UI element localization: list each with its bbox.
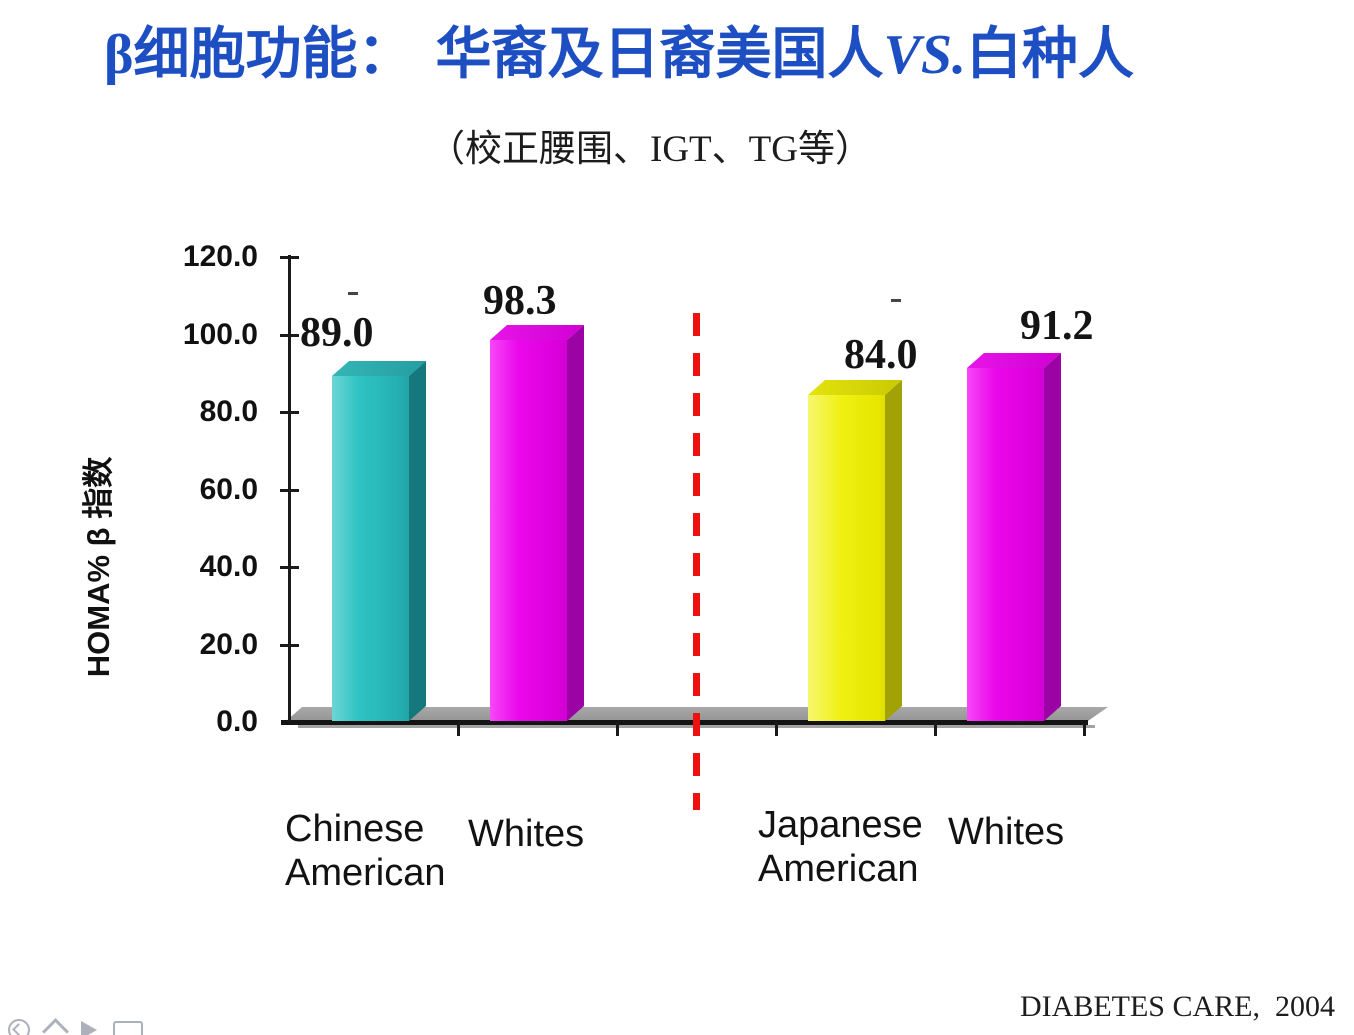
title-suffix: 白种人 xyxy=(966,24,1135,86)
y-tick-label: 40.0 xyxy=(199,550,258,583)
bar-side-face xyxy=(885,380,902,721)
x-label-whites-1: Whites xyxy=(468,813,585,855)
y-tick-mark xyxy=(280,644,299,647)
value-label-whites-1: 98.3 xyxy=(483,278,557,324)
bar-chinese-american xyxy=(332,361,426,721)
y-tick-label: 80.0 xyxy=(199,395,258,428)
bar-japanese-american xyxy=(808,380,902,721)
bar-top-face xyxy=(808,380,902,395)
title-main: 华裔及日裔美国人 xyxy=(435,24,884,86)
x-tick-mark xyxy=(775,722,778,736)
x-label-japanese-american: American xyxy=(758,848,919,890)
x-tick-mark xyxy=(457,722,460,736)
y-tick-mark xyxy=(280,334,299,337)
y-tick-mark xyxy=(280,256,299,259)
x-label-whites-2: Whites xyxy=(948,811,1065,853)
x-tick-mark xyxy=(616,722,619,736)
bar-side-face xyxy=(567,325,584,721)
bar-top-face xyxy=(490,325,584,340)
bar-front-face xyxy=(490,340,567,721)
y-axis-title: HOMA% β 指数 xyxy=(81,456,116,678)
bar-whites-1 xyxy=(490,325,584,721)
arrow-forward-icon[interactable] xyxy=(81,1021,97,1035)
significance-dash-mark xyxy=(891,299,901,302)
x-tick-mark xyxy=(1083,722,1086,736)
y-tick-label: 20.0 xyxy=(199,628,258,661)
slide-title: β细胞功能： 华裔及日裔美国人VS.白种人 xyxy=(104,22,1304,88)
y-tick-mark xyxy=(280,566,299,569)
slide-subtitle: （校正腰围、IGT、TG等） xyxy=(428,129,872,170)
y-tick-label: 100.0 xyxy=(182,318,258,351)
bar-front-face xyxy=(332,376,409,721)
x-label-japanese: Japanese xyxy=(758,804,923,846)
chevron-up-icon[interactable] xyxy=(42,1018,69,1035)
title-vs: VS. xyxy=(883,24,967,86)
x-label-chinese: Chinese xyxy=(285,808,425,850)
y-tick-label: 0.0 xyxy=(216,705,258,738)
y-tick-mark xyxy=(280,489,299,492)
group-separator-dashed-line xyxy=(693,313,700,810)
y-tick-label: 60.0 xyxy=(199,473,258,506)
pen-icon[interactable] xyxy=(8,1019,30,1035)
bar-top-face xyxy=(967,353,1061,368)
bar-side-face xyxy=(409,361,426,721)
y-tick-label: 120.0 xyxy=(182,240,258,273)
significance-dash-mark xyxy=(348,292,358,295)
bar-whites-2 xyxy=(967,353,1061,721)
value-label-whites-2: 91.2 xyxy=(1020,303,1094,349)
x-axis-line xyxy=(281,720,1088,725)
bar-top-face xyxy=(332,361,426,376)
slide-rect-icon[interactable] xyxy=(113,1021,143,1035)
value-label-japanese-american: 84.0 xyxy=(844,332,918,378)
x-tick-mark xyxy=(934,722,937,736)
value-label-chinese-american: 89.0 xyxy=(300,310,374,356)
bar-front-face xyxy=(967,368,1044,721)
bar-side-face xyxy=(1044,353,1061,721)
citation: DIABETES CARE, 2004 xyxy=(1020,990,1335,1023)
bar-front-face xyxy=(808,395,885,721)
y-tick-mark xyxy=(280,411,299,414)
presenter-toolbar xyxy=(8,1018,143,1035)
x-label-chinese-american: American xyxy=(285,852,446,894)
title-prefix: β细胞功能： xyxy=(104,24,414,86)
y-axis-line xyxy=(288,255,291,722)
